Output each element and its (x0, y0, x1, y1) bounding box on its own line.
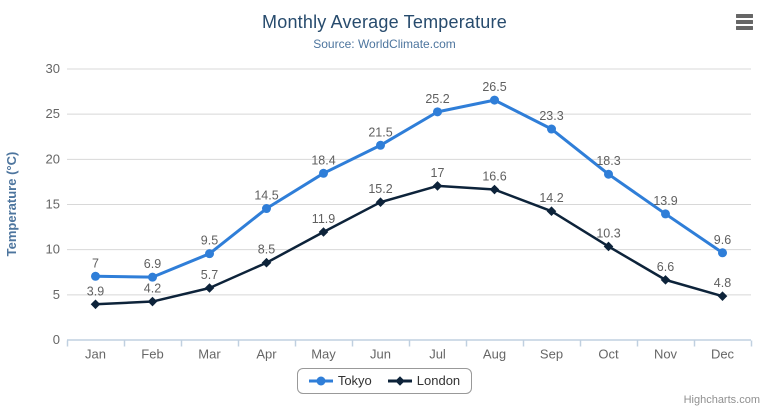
x-axis-label: Jun (370, 347, 391, 362)
hamburger-icon (736, 20, 753, 24)
x-axis-label: Apr (256, 347, 277, 362)
data-label: 7 (92, 256, 99, 270)
data-label: 16.6 (482, 170, 506, 184)
tokyo-point[interactable] (433, 107, 442, 117)
y-axis-label: 25 (46, 106, 60, 121)
x-axis-label: Sep (540, 347, 563, 362)
data-label: 9.6 (714, 233, 731, 247)
london-point[interactable] (261, 257, 272, 268)
data-label: 13.9 (653, 194, 677, 208)
data-label: 21.5 (368, 125, 392, 139)
x-axis-label: Aug (483, 347, 506, 362)
x-axis-label: Feb (141, 347, 163, 362)
data-label: 26.5 (482, 80, 506, 94)
tokyo-point[interactable] (319, 168, 328, 178)
legend-box: Tokyo London (296, 368, 473, 394)
export-menu-button[interactable] (732, 10, 758, 34)
data-label: 15.2 (368, 182, 392, 196)
data-label: 18.4 (311, 153, 335, 167)
x-axis-label: Jul (429, 347, 446, 362)
y-axis-title: Temperature (°C) (4, 152, 19, 257)
legend-label: Tokyo (337, 373, 372, 388)
data-label: 23.3 (539, 109, 563, 123)
data-label: 6.6 (657, 260, 674, 274)
y-axis-label: 15 (46, 197, 60, 212)
data-label: 4.8 (714, 276, 731, 290)
london-point[interactable] (318, 227, 329, 237)
data-label: 6.9 (144, 257, 161, 271)
london-point[interactable] (375, 197, 386, 207)
data-label: 4.2 (144, 282, 161, 296)
chart-subtitle: Source: WorldClimate.com (313, 37, 456, 51)
london-point[interactable] (717, 291, 728, 301)
london-point[interactable] (432, 181, 443, 191)
data-label: 9.5 (201, 234, 218, 248)
legend: Tokyo London (0, 368, 769, 394)
tokyo-point[interactable] (661, 209, 670, 219)
data-label: 25.2 (425, 92, 449, 106)
x-axis-label: May (311, 347, 336, 362)
chart-title: Monthly Average Temperature (262, 12, 507, 32)
tokyo-point[interactable] (490, 95, 499, 105)
tokyo-point[interactable] (604, 169, 613, 179)
circle-marker-icon (308, 376, 333, 385)
london-point[interactable] (204, 283, 215, 293)
data-label: 11.9 (312, 212, 335, 226)
london-point[interactable] (546, 206, 557, 217)
y-axis-label: 30 (46, 61, 60, 76)
hamburger-icon (736, 26, 753, 30)
data-label: 8.5 (258, 243, 275, 257)
tokyo-point[interactable] (718, 248, 727, 258)
x-axis-label: Jan (85, 347, 106, 362)
london-point[interactable] (90, 299, 101, 310)
legend-item-tokyo[interactable]: Tokyo (308, 373, 372, 388)
data-label: 14.5 (254, 189, 278, 203)
tokyo-line (94, 98, 724, 279)
london-point[interactable] (489, 184, 500, 195)
y-axis-label: 20 (46, 151, 60, 166)
tokyo-point[interactable] (547, 124, 556, 134)
data-label: 5.7 (201, 268, 218, 282)
tokyo-point[interactable] (148, 272, 157, 282)
x-axis-label: Oct (598, 347, 619, 362)
hamburger-icon (736, 14, 753, 18)
legend-item-london[interactable]: London (387, 373, 461, 388)
london-point[interactable] (603, 241, 614, 252)
data-label: 14.2 (539, 191, 563, 205)
credits-link[interactable]: Highcharts.com (683, 394, 760, 406)
data-label: 17 (431, 166, 445, 180)
x-axis-label: Nov (654, 347, 678, 362)
x-axis-label: Dec (711, 347, 735, 362)
london-point[interactable] (660, 275, 671, 285)
london-line (94, 184, 724, 306)
tokyo-point[interactable] (205, 249, 214, 259)
data-label: 18.3 (596, 154, 620, 168)
legend-label: London (416, 373, 461, 388)
y-axis-label: 0 (53, 332, 60, 347)
tokyo-point[interactable] (376, 140, 385, 150)
y-axis-label: 10 (46, 242, 60, 257)
london-point[interactable] (147, 296, 158, 307)
x-axis-label: Mar (198, 347, 221, 362)
diamond-marker-icon (387, 375, 412, 386)
data-label: 10.3 (596, 226, 620, 240)
y-axis-label: 5 (53, 287, 60, 302)
tokyo-point[interactable] (91, 271, 100, 281)
tokyo-point[interactable] (262, 204, 271, 214)
data-label: 3.9 (87, 284, 104, 298)
